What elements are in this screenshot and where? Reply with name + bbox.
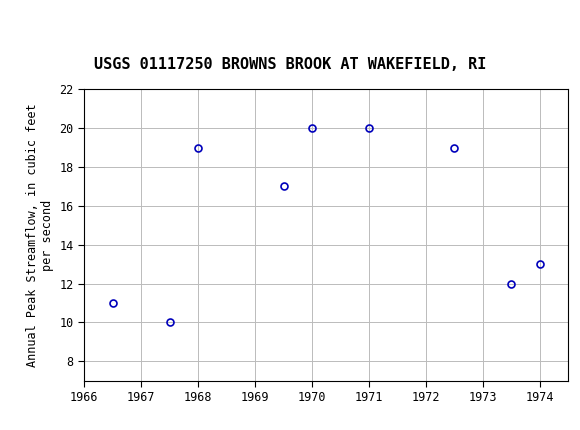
- Y-axis label: Annual Peak Streamflow, in cubic feet
per second: Annual Peak Streamflow, in cubic feet pe…: [26, 103, 54, 367]
- Text: USGS: USGS: [35, 11, 90, 29]
- Text: ≡: ≡: [3, 6, 26, 34]
- Text: USGS 01117250 BROWNS BROOK AT WAKEFIELD, RI: USGS 01117250 BROWNS BROOK AT WAKEFIELD,…: [94, 57, 486, 72]
